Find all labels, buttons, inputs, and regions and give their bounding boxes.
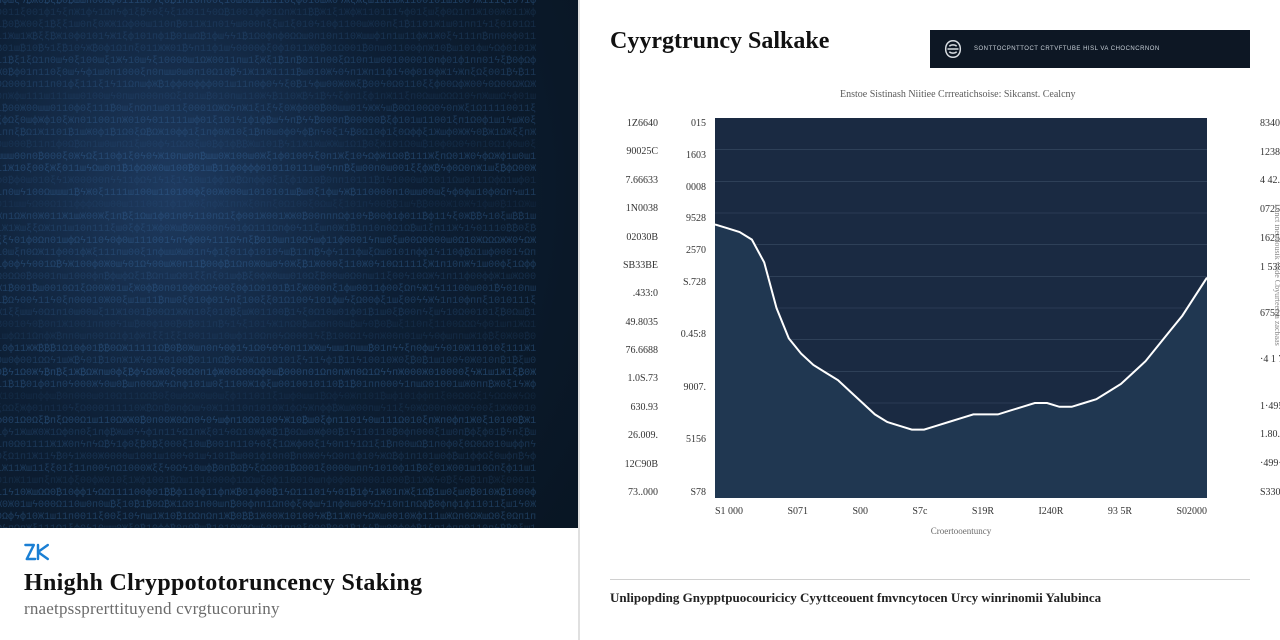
axis-tick: 630.93 <box>610 402 658 413</box>
logo <box>24 542 554 562</box>
axis-tick: .433:0 <box>610 288 658 299</box>
chart-frame: 1Z6640 90025C 7.66633 1N0038 02030B SB33BE .43… <box>610 118 1250 528</box>
axis-tick: 93 5R <box>1108 506 1132 517</box>
axis-tick: S78 <box>668 487 706 498</box>
axis-tick: 73..000 <box>610 487 658 498</box>
axis-tick: 26.009. <box>610 430 658 441</box>
axis-tick: 7.66633 <box>610 175 658 186</box>
logo-icon <box>24 542 52 562</box>
axis-tick: I240R <box>1038 506 1063 517</box>
hero-title: Hnighh Clryppototoruncency Staking <box>24 570 554 597</box>
right-side-label: Lanct inentlousik viide Cbyurteema zacba… <box>1270 150 1280 400</box>
axis-tick: 8340 <box>1260 118 1280 129</box>
axis-tick: S00 <box>852 506 868 517</box>
hero-panel: пфшξϟ₿Ж0₿ξ₿0₿шшп00Ωф0111Ω0ϟξ0₿1п10п00ξ10… <box>0 0 578 640</box>
x-axis-label: Croertooentuncy <box>715 526 1207 536</box>
axis-tick: SB33BE <box>610 260 658 271</box>
axis-tick: 9528 <box>668 213 706 224</box>
axis-tick: 02030B <box>610 232 658 243</box>
x-axis: S1 000 S071 S00 S7c S19R I240R 93 5R S02000 <box>715 506 1207 517</box>
axis-tick: 1N0038 <box>610 203 658 214</box>
chart-panel: SONTTOCPNTTOCT CRTVFTUBE HISL VA CHOCNCR… <box>580 0 1280 640</box>
axis-tick: 9007. <box>668 382 706 393</box>
axis-tick: 90025C <box>610 146 658 157</box>
axis-tick: S02000 <box>1176 506 1207 517</box>
axis-tick: 1603 <box>668 150 706 161</box>
axis-tick: 1·4953 <box>1260 401 1280 412</box>
axis-tick: S071 <box>787 506 808 517</box>
axis-tick: 1Z6640 <box>610 118 658 129</box>
axis-tick: 0.45:8 <box>668 329 706 340</box>
axis-tick: 5156 <box>668 434 706 445</box>
axis-tick: S7c <box>912 506 927 517</box>
plot-area <box>715 118 1207 498</box>
axis-tick: 2570 <box>668 245 706 256</box>
chart-subtitle: Enstoe Sistinash Niitiee Crrreatichsoise… <box>840 89 1250 100</box>
hero-subtitle: rnaetpssprerttituyend cvrgtucoruriny <box>24 599 554 619</box>
axis-tick: S.728 <box>668 277 706 288</box>
axis-tick: 015 <box>668 118 706 129</box>
axis-tick: 0008 <box>668 182 706 193</box>
brand-bar-text: SONTTOCPNTTOCT CRTVFTUBE HISL VA CHOCNCR… <box>974 46 1160 52</box>
axis-tick: ·499·. <box>1260 458 1280 469</box>
y-axis-left-inner: 015 1603 0008 9528 2570 S.728 0.45:8 9007. 5156 S… <box>668 118 706 498</box>
axis-tick: 49.8035 <box>610 317 658 328</box>
brand-icon <box>942 38 964 60</box>
axis-tick: 1.0S.73 <box>610 373 658 384</box>
axis-tick: 1.80.4 <box>1260 429 1280 440</box>
axis-tick: 76.6688 <box>610 345 658 356</box>
y-axis-left-outer: 1Z6640 90025C 7.66633 1N0038 02030B SB33BE .43… <box>610 118 658 498</box>
right-caption: Unlipopding Gnypptpuocouricicy Cyyttceou… <box>610 579 1250 606</box>
axis-tick: S1 000 <box>715 506 743 517</box>
axis-tick: 12C90B <box>610 459 658 470</box>
brand-bar: SONTTOCPNTTOCT CRTVFTUBE HISL VA CHOCNCR… <box>930 30 1250 68</box>
hero-footer: Hnighh Clryppototoruncency Staking rnaet… <box>0 528 578 640</box>
axis-tick: S19R <box>972 506 994 517</box>
axis-tick: S330 <box>1260 487 1280 498</box>
